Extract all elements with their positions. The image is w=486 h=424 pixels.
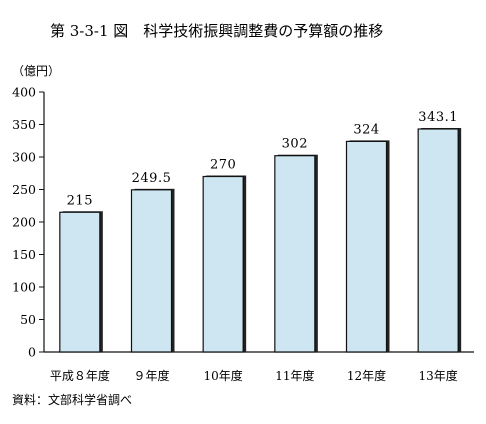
x-category-label: 12年度 <box>347 368 386 383</box>
bar <box>345 140 388 353</box>
bar-value-label: 249.5 <box>132 171 172 186</box>
x-category-label: 13年度 <box>419 368 458 383</box>
x-category-label: ９年度 <box>133 368 169 383</box>
bar <box>274 155 316 353</box>
x-category-label: 平成８年度 <box>50 368 110 383</box>
y-tick-label: 350 <box>12 117 36 132</box>
plot-area: 0 50 100 150 200 250 300 350 400 215 平成８年度 249.5 ９年度… <box>12 85 474 383</box>
bar-value-label: 215 <box>67 193 93 208</box>
y-tick-label: 250 <box>12 182 36 197</box>
bar <box>202 175 244 353</box>
y-axis-unit-label: （億円） <box>12 64 60 78</box>
y-tick-label: 100 <box>12 280 36 295</box>
chart-title: 第 3-3-1 図 科学技術振興調整費の予算額の推移 <box>50 22 383 40</box>
bar-value-label: 343.1 <box>418 110 458 125</box>
bar <box>130 189 173 353</box>
y-tick-label: 200 <box>12 215 36 230</box>
bar <box>417 128 459 353</box>
bar-value-label: 324 <box>353 122 379 137</box>
bar-value-label: 302 <box>282 137 308 152</box>
y-tick-label: 0 <box>28 345 36 360</box>
y-tick-label: 300 <box>12 150 36 165</box>
y-tick-label: 50 <box>20 312 36 327</box>
x-category-label: 10年度 <box>204 368 243 383</box>
y-tick-label: 400 <box>12 85 36 100</box>
x-category-label: 11年度 <box>275 368 314 383</box>
bar <box>59 211 101 353</box>
bar-value-label: 270 <box>210 158 236 173</box>
source-note: 資料：文部科学省調べ <box>12 392 132 407</box>
y-tick-label: 150 <box>12 247 36 262</box>
